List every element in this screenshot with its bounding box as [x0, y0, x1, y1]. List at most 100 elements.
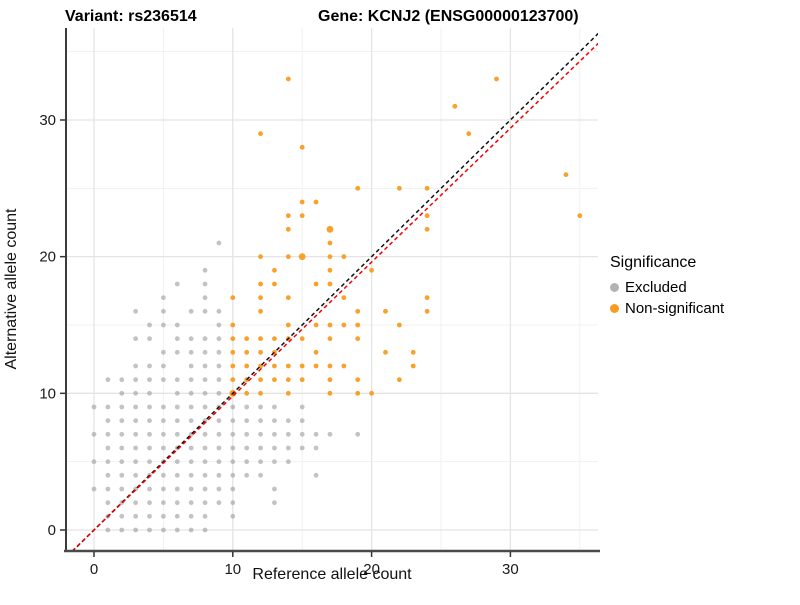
data-point	[147, 390, 152, 396]
data-point	[258, 418, 263, 424]
data-point	[147, 445, 152, 451]
data-point	[202, 308, 208, 314]
data-point	[383, 349, 388, 355]
data-point	[299, 431, 305, 437]
data-point	[133, 459, 139, 465]
data-point	[285, 213, 291, 219]
data-point	[244, 459, 250, 465]
data-point	[147, 431, 152, 437]
data-point	[216, 431, 222, 437]
data-point	[230, 445, 236, 451]
data-point	[355, 308, 361, 314]
data-point	[355, 336, 361, 342]
data-point	[285, 459, 291, 465]
data-point	[299, 418, 305, 424]
data-point	[147, 486, 152, 492]
data-point	[258, 390, 263, 396]
data-point	[105, 500, 111, 506]
legend-item-label: Excluded	[625, 279, 687, 296]
data-point	[161, 377, 166, 383]
data-point	[202, 336, 208, 342]
data-point	[161, 363, 166, 369]
data-point	[202, 472, 208, 478]
data-point	[341, 322, 347, 328]
data-point	[216, 486, 222, 492]
data-point	[161, 486, 166, 492]
data-point	[244, 363, 250, 369]
data-point	[285, 363, 291, 369]
data-point	[216, 240, 222, 246]
data-point	[244, 390, 250, 396]
data-point	[202, 500, 208, 506]
data-point	[258, 404, 263, 410]
data-point	[355, 431, 361, 437]
data-point	[174, 322, 180, 328]
data-point	[174, 281, 180, 287]
data-point	[285, 390, 291, 396]
data-point	[258, 254, 263, 260]
data-point	[147, 322, 152, 328]
data-point	[230, 377, 236, 383]
legend-title: Significance	[610, 254, 697, 271]
data-point	[272, 418, 277, 424]
data-point	[216, 377, 222, 383]
data-point	[230, 363, 236, 369]
data-point	[119, 404, 125, 410]
data-point	[285, 76, 291, 82]
data-point	[563, 172, 569, 178]
identity-line	[71, 32, 598, 551]
data-point	[174, 513, 180, 519]
data-point	[91, 459, 97, 465]
data-point	[327, 363, 333, 369]
data-point	[91, 431, 97, 437]
data-point	[174, 418, 180, 424]
data-point	[161, 431, 166, 437]
data-point	[202, 281, 208, 287]
data-point	[202, 377, 208, 383]
data-point	[147, 336, 152, 342]
data-point	[285, 226, 291, 232]
fitted-line	[71, 42, 598, 551]
data-point	[313, 322, 319, 328]
non-significant-swatch-icon	[610, 304, 619, 313]
data-point	[202, 513, 208, 519]
x-axis-label: Reference allele count	[252, 566, 412, 583]
data-point	[188, 308, 194, 314]
data-point	[161, 349, 166, 355]
data-point	[105, 377, 111, 383]
data-point	[299, 336, 305, 342]
data-point	[313, 281, 319, 287]
data-point	[272, 363, 277, 369]
data-point	[577, 213, 583, 219]
data-point	[216, 336, 222, 342]
data-point	[313, 349, 319, 355]
data-point	[147, 527, 152, 533]
data-point	[355, 390, 361, 396]
data-point	[272, 267, 277, 273]
data-point	[244, 404, 250, 410]
data-point	[174, 404, 180, 410]
data-point	[174, 377, 180, 383]
data-point	[396, 185, 402, 191]
variant-title: Variant: rs236514	[65, 8, 197, 25]
data-point	[133, 527, 139, 533]
data-point	[147, 418, 152, 424]
data-point	[258, 336, 263, 342]
data-point	[202, 390, 208, 396]
data-point	[188, 363, 194, 369]
data-point	[244, 336, 250, 342]
data-point	[202, 527, 208, 533]
data-point	[188, 513, 194, 519]
data-point	[355, 377, 361, 383]
data-point	[133, 404, 139, 410]
data-point	[161, 500, 166, 506]
data-point	[341, 295, 347, 301]
data-point	[188, 527, 194, 533]
data-point	[313, 363, 319, 369]
data-point	[202, 445, 208, 451]
data-point	[216, 308, 222, 314]
data-point	[105, 431, 111, 437]
data-point	[258, 459, 263, 465]
data-point	[424, 213, 430, 219]
